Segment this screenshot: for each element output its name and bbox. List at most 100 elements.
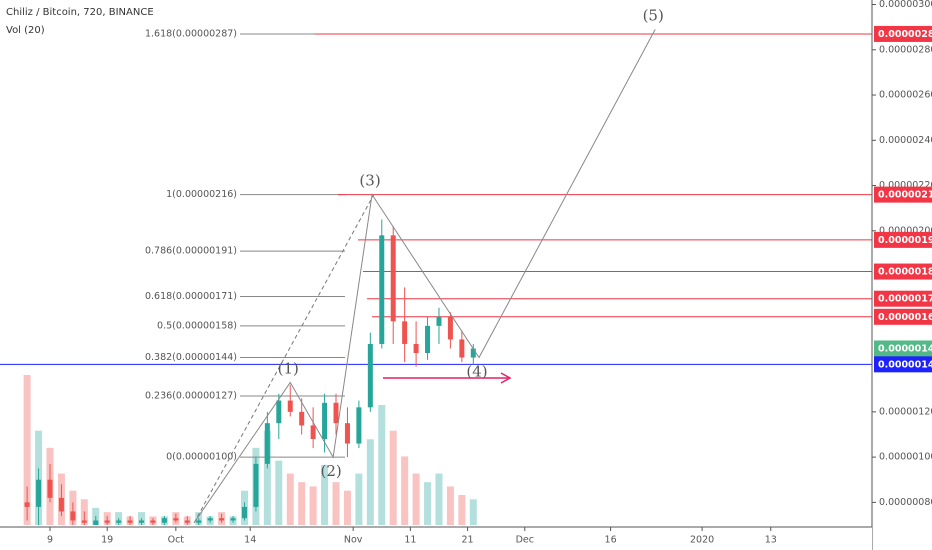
price-tag [874,308,932,325]
volume-bar [389,430,397,525]
candle-body [127,520,133,523]
candle-body [470,348,476,358]
candle-body [116,520,122,523]
wave-label: (5) [643,6,664,24]
price-tag-label: 0.00000216 [878,190,932,201]
volume-bar [446,486,454,525]
candle-body [70,511,76,521]
x-tick-label: Dec [516,535,534,546]
wave-label: (4) [466,363,487,381]
candle-body [344,423,350,444]
volume-bar [343,490,351,525]
candle-body [219,518,225,521]
y-tick-label: 0.00000260 [879,90,932,101]
candle-body [173,518,179,521]
candle-body [287,400,293,412]
volume-bar [401,456,409,525]
arrow-head [500,372,512,384]
x-tick-label: 9 [47,535,53,546]
y-tick-label: 0.00000120 [879,406,932,417]
price-tag-label: 0.00000148 [878,343,932,354]
x-tick-label: 14 [244,535,256,546]
volume-bar [275,460,283,525]
candle-body [379,235,385,344]
candle-body [81,520,87,523]
x-tick-label: 13 [765,535,777,546]
x-tick-label: 16 [605,535,617,546]
volume-bar [378,405,386,525]
candle-body [402,321,408,344]
candle-body [425,325,431,354]
wave-line [193,29,656,524]
candle-body [264,423,270,464]
candle-body [139,520,145,523]
candle-body [230,518,236,521]
price-tag [874,290,932,307]
volume-bar [23,375,31,525]
volume-bar [435,473,443,525]
x-tick-label: 21 [462,535,474,546]
volume-bar [424,482,432,525]
volume-bar [366,439,374,525]
y-tick-label: 0.00000280 [879,44,932,55]
volume-bar [309,486,317,525]
wave-label: (2) [321,462,342,480]
y-tick-label: 0.00000100 [879,452,932,463]
price-tag [874,25,932,42]
candle-body [436,316,442,326]
volume-bar [298,482,306,525]
candle-body [196,520,202,523]
candle-body [367,343,373,408]
wave-label: (3) [359,172,380,190]
candle-body [310,425,316,440]
candle-body [47,479,53,498]
x-tick-label: 11 [404,535,416,546]
price-tag [874,356,932,373]
candle-body [276,400,282,424]
y-tick-label: 0.00000200 [879,225,932,236]
candle-body [299,411,305,426]
volume-bar [332,482,340,525]
time-axis [0,527,872,550]
price-tag-label: 0.00000287 [878,29,932,40]
candle-body [104,520,110,523]
candle-body [413,343,419,354]
fib-label: 1.618(0.00000287) [145,28,237,39]
candle-body [36,479,42,507]
indicator-label: Vol (20) [6,25,45,36]
volume-bar [286,473,294,525]
price-tag [874,340,932,357]
price-tag [874,263,932,280]
candle-body [93,520,99,525]
y-tick-label: 0.00000220 [879,180,932,191]
volume-bar [458,495,466,525]
candle-body [24,502,30,507]
candle-body [447,316,453,340]
price-tag [874,231,932,248]
candle-body [356,407,362,444]
candle-body [241,506,247,519]
volume-bar [355,473,363,525]
plot-layer: 1.618(0.00000287) 1(0.00000216) 0.786(0.00… [0,6,872,525]
candle-body [207,518,213,521]
volume-bar [263,430,271,525]
wave-label: (1) [278,359,299,377]
x-tick-label: 19 [101,535,113,546]
candle-body [150,520,156,523]
y-tick-label: 0.00000080 [879,497,932,508]
price-tag-label: 0.00000162 [878,312,932,323]
y-tick-label: 0.00000240 [879,135,932,146]
price-tag [874,186,932,203]
fib-label: 0.236(0.00000127) [145,391,237,402]
price-tag-label: 0.00000141 [878,359,932,370]
chart-title: Chiliz / Bitcoin, 720, BINANCE [6,7,154,18]
volume-bar [469,499,477,525]
candle-body [184,520,190,523]
x-tick-label: Oct [168,535,185,546]
y-tick-label: 0.00000300 [879,0,932,10]
fib-tool-line [193,194,375,523]
candle-body [58,497,64,512]
candle-body [390,235,396,322]
